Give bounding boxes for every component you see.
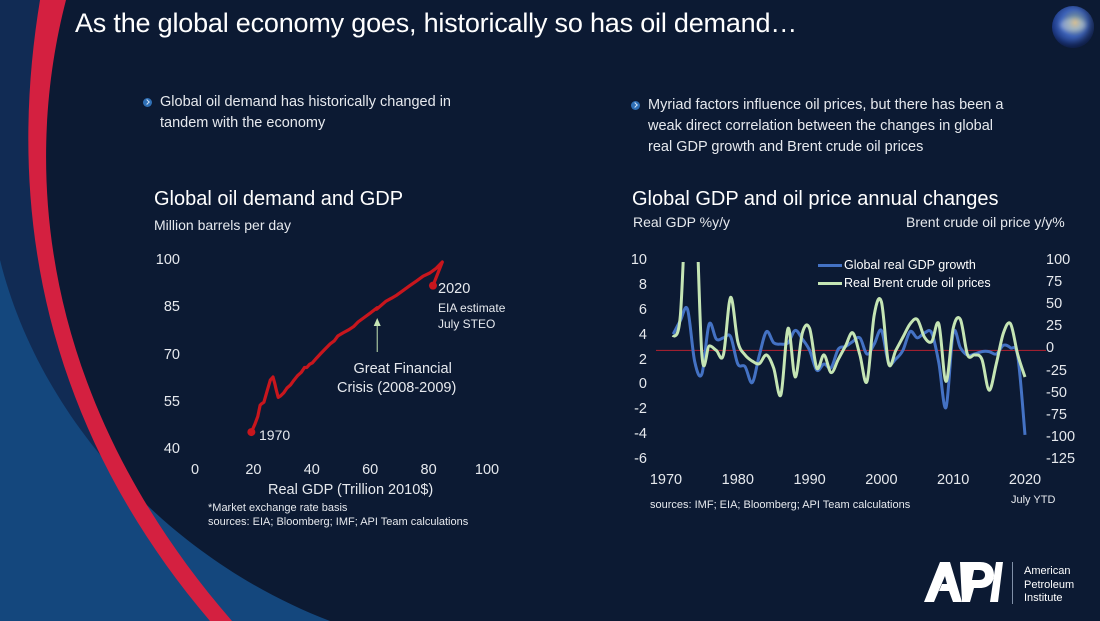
api-logo-icon	[924, 562, 1003, 602]
annotation-gfc: Great Financial Crisis (2008-2009)	[337, 360, 456, 398]
left-xtick-label: 100	[474, 462, 500, 478]
logo-line-3: Institute	[1024, 592, 1063, 604]
bullet-right-line-3: real GDP growth and Brent crude oil pric…	[648, 139, 924, 155]
left-xtick-label: 20	[245, 462, 262, 478]
right-ytick-label: -4	[634, 426, 647, 443]
bullet-left-line-1: Global oil demand has historically chang…	[160, 94, 451, 110]
right-xtick-label: 1990	[793, 472, 826, 488]
bullet-right: Myriad factors influence oil prices, but…	[631, 95, 1048, 158]
annotation-2020: 2020	[438, 281, 471, 297]
left-chart-footnote-2: sources: EIA; Bloomberg; IMF; API Team c…	[208, 516, 469, 528]
bullet-left-line-2: tandem with the economy	[160, 115, 326, 131]
right-ytick-label: -2	[634, 401, 647, 418]
left-ytick-label: 55	[163, 393, 180, 410]
annotation-eia-line-2: July STEO	[438, 317, 496, 331]
bullet-right-line-2: weak direct correlation between the chan…	[648, 118, 993, 134]
legend-swatch-oil	[818, 282, 842, 286]
left-chart-footnote-1: *Market exchange rate basis	[208, 502, 348, 514]
end-point-2020	[428, 281, 437, 290]
right-xtick-label: 2000	[865, 472, 898, 488]
left-xtick-label: 0	[190, 462, 200, 478]
legend-swatch-gdp	[818, 264, 842, 268]
legend-label-oil: Real Brent crude oil prices	[844, 276, 991, 290]
logo-divider	[1012, 562, 1013, 604]
right-ytick-label: 2	[638, 351, 647, 368]
left-ytick-label: 70	[163, 346, 180, 363]
bullet-right-line-1: Myriad factors influence oil prices, but…	[648, 97, 1004, 113]
legend-item-oil: Real Brent crude oil prices	[818, 276, 991, 290]
right-ytick-label: 8	[638, 276, 647, 293]
earth-globe-icon	[1052, 6, 1094, 48]
right-y2tick-label: 100	[1046, 252, 1071, 268]
right-y2tick-label: 25	[1046, 318, 1063, 335]
legend-label-gdp: Global real GDP growth	[844, 258, 976, 272]
left-chart-title: Global oil demand and GDP	[154, 188, 404, 210]
circled-chevron-icon	[631, 101, 640, 110]
left-xtick-label: 60	[362, 462, 379, 478]
right-ytick-label: 6	[638, 301, 647, 318]
left-xtick-label: 80	[420, 462, 437, 478]
right-xtick-label: 1970	[649, 472, 683, 488]
right-y2tick-label: -125	[1046, 451, 1076, 467]
logo-text: American Petroleum Institute	[1024, 565, 1074, 606]
right-ytick-label: -6	[634, 451, 647, 467]
gfc-arrow-head-icon	[373, 318, 381, 326]
right-ytick-label: 10	[630, 252, 647, 268]
right-ytick-label: 0	[638, 376, 647, 393]
left-ytick-label: 100	[155, 252, 180, 268]
right-y2tick-label: 50	[1046, 296, 1063, 313]
right-y2tick-label: 0	[1046, 340, 1055, 357]
right-chart-title: Global GDP and oil price annual changes	[632, 188, 999, 210]
left-chart-plot	[247, 260, 444, 437]
annotation-eia-line-1: EIA estimate	[438, 301, 506, 315]
right-y2tick-label: -100	[1046, 428, 1076, 445]
right-xtick-label: 2020	[1008, 472, 1042, 488]
right-y2tick-label: 75	[1046, 274, 1063, 291]
legend-item-gdp: Global real GDP growth	[818, 258, 976, 272]
annotation-1970: 1970	[259, 427, 291, 443]
right-chart-xtick-note: July YTD	[1011, 494, 1056, 506]
left-chart-ylabel: Million barrels per day	[154, 217, 291, 233]
right-y2tick-label: -25	[1046, 362, 1067, 379]
bullet-left: Global oil demand has historically chang…	[143, 92, 500, 134]
left-chart-xlabel: Real GDP (Trillion 2010$)	[268, 482, 434, 498]
right-ytick-label: 4	[638, 326, 647, 343]
left-ytick-label: 40	[163, 441, 180, 457]
right-chart-ylabel: Real GDP %y/y	[633, 214, 730, 230]
circled-chevron-icon	[143, 98, 152, 107]
start-point-1970	[247, 428, 256, 437]
logo-line-1: American	[1024, 565, 1071, 577]
right-chart-footnote: sources: IMF; EIA; Bloomberg; API Team c…	[650, 499, 911, 511]
left-ytick-label: 85	[163, 299, 180, 316]
oil-price-line	[671, 262, 1027, 398]
annotation-gfc-line-1: Great Financial	[353, 361, 452, 377]
right-xtick-label: 1980	[721, 472, 754, 488]
slide-title: As the global economy goes, historically…	[75, 8, 798, 38]
oil-demand-line	[249, 260, 444, 434]
right-xtick-label: 2010	[937, 472, 970, 488]
right-y2tick-label: -75	[1046, 406, 1067, 423]
right-chart-plot	[656, 262, 1046, 436]
logo-line-2: Petroleum	[1024, 578, 1075, 591]
annotation-gfc-line-2: Crisis (2008-2009)	[337, 380, 457, 396]
right-y2tick-label: -50	[1046, 384, 1067, 401]
annotation-eia-estimate: EIA estimate July STEO	[438, 300, 505, 332]
right-chart-y2label: Brent crude oil price y/y%	[906, 214, 1065, 230]
left-xtick-label: 40	[303, 462, 320, 478]
